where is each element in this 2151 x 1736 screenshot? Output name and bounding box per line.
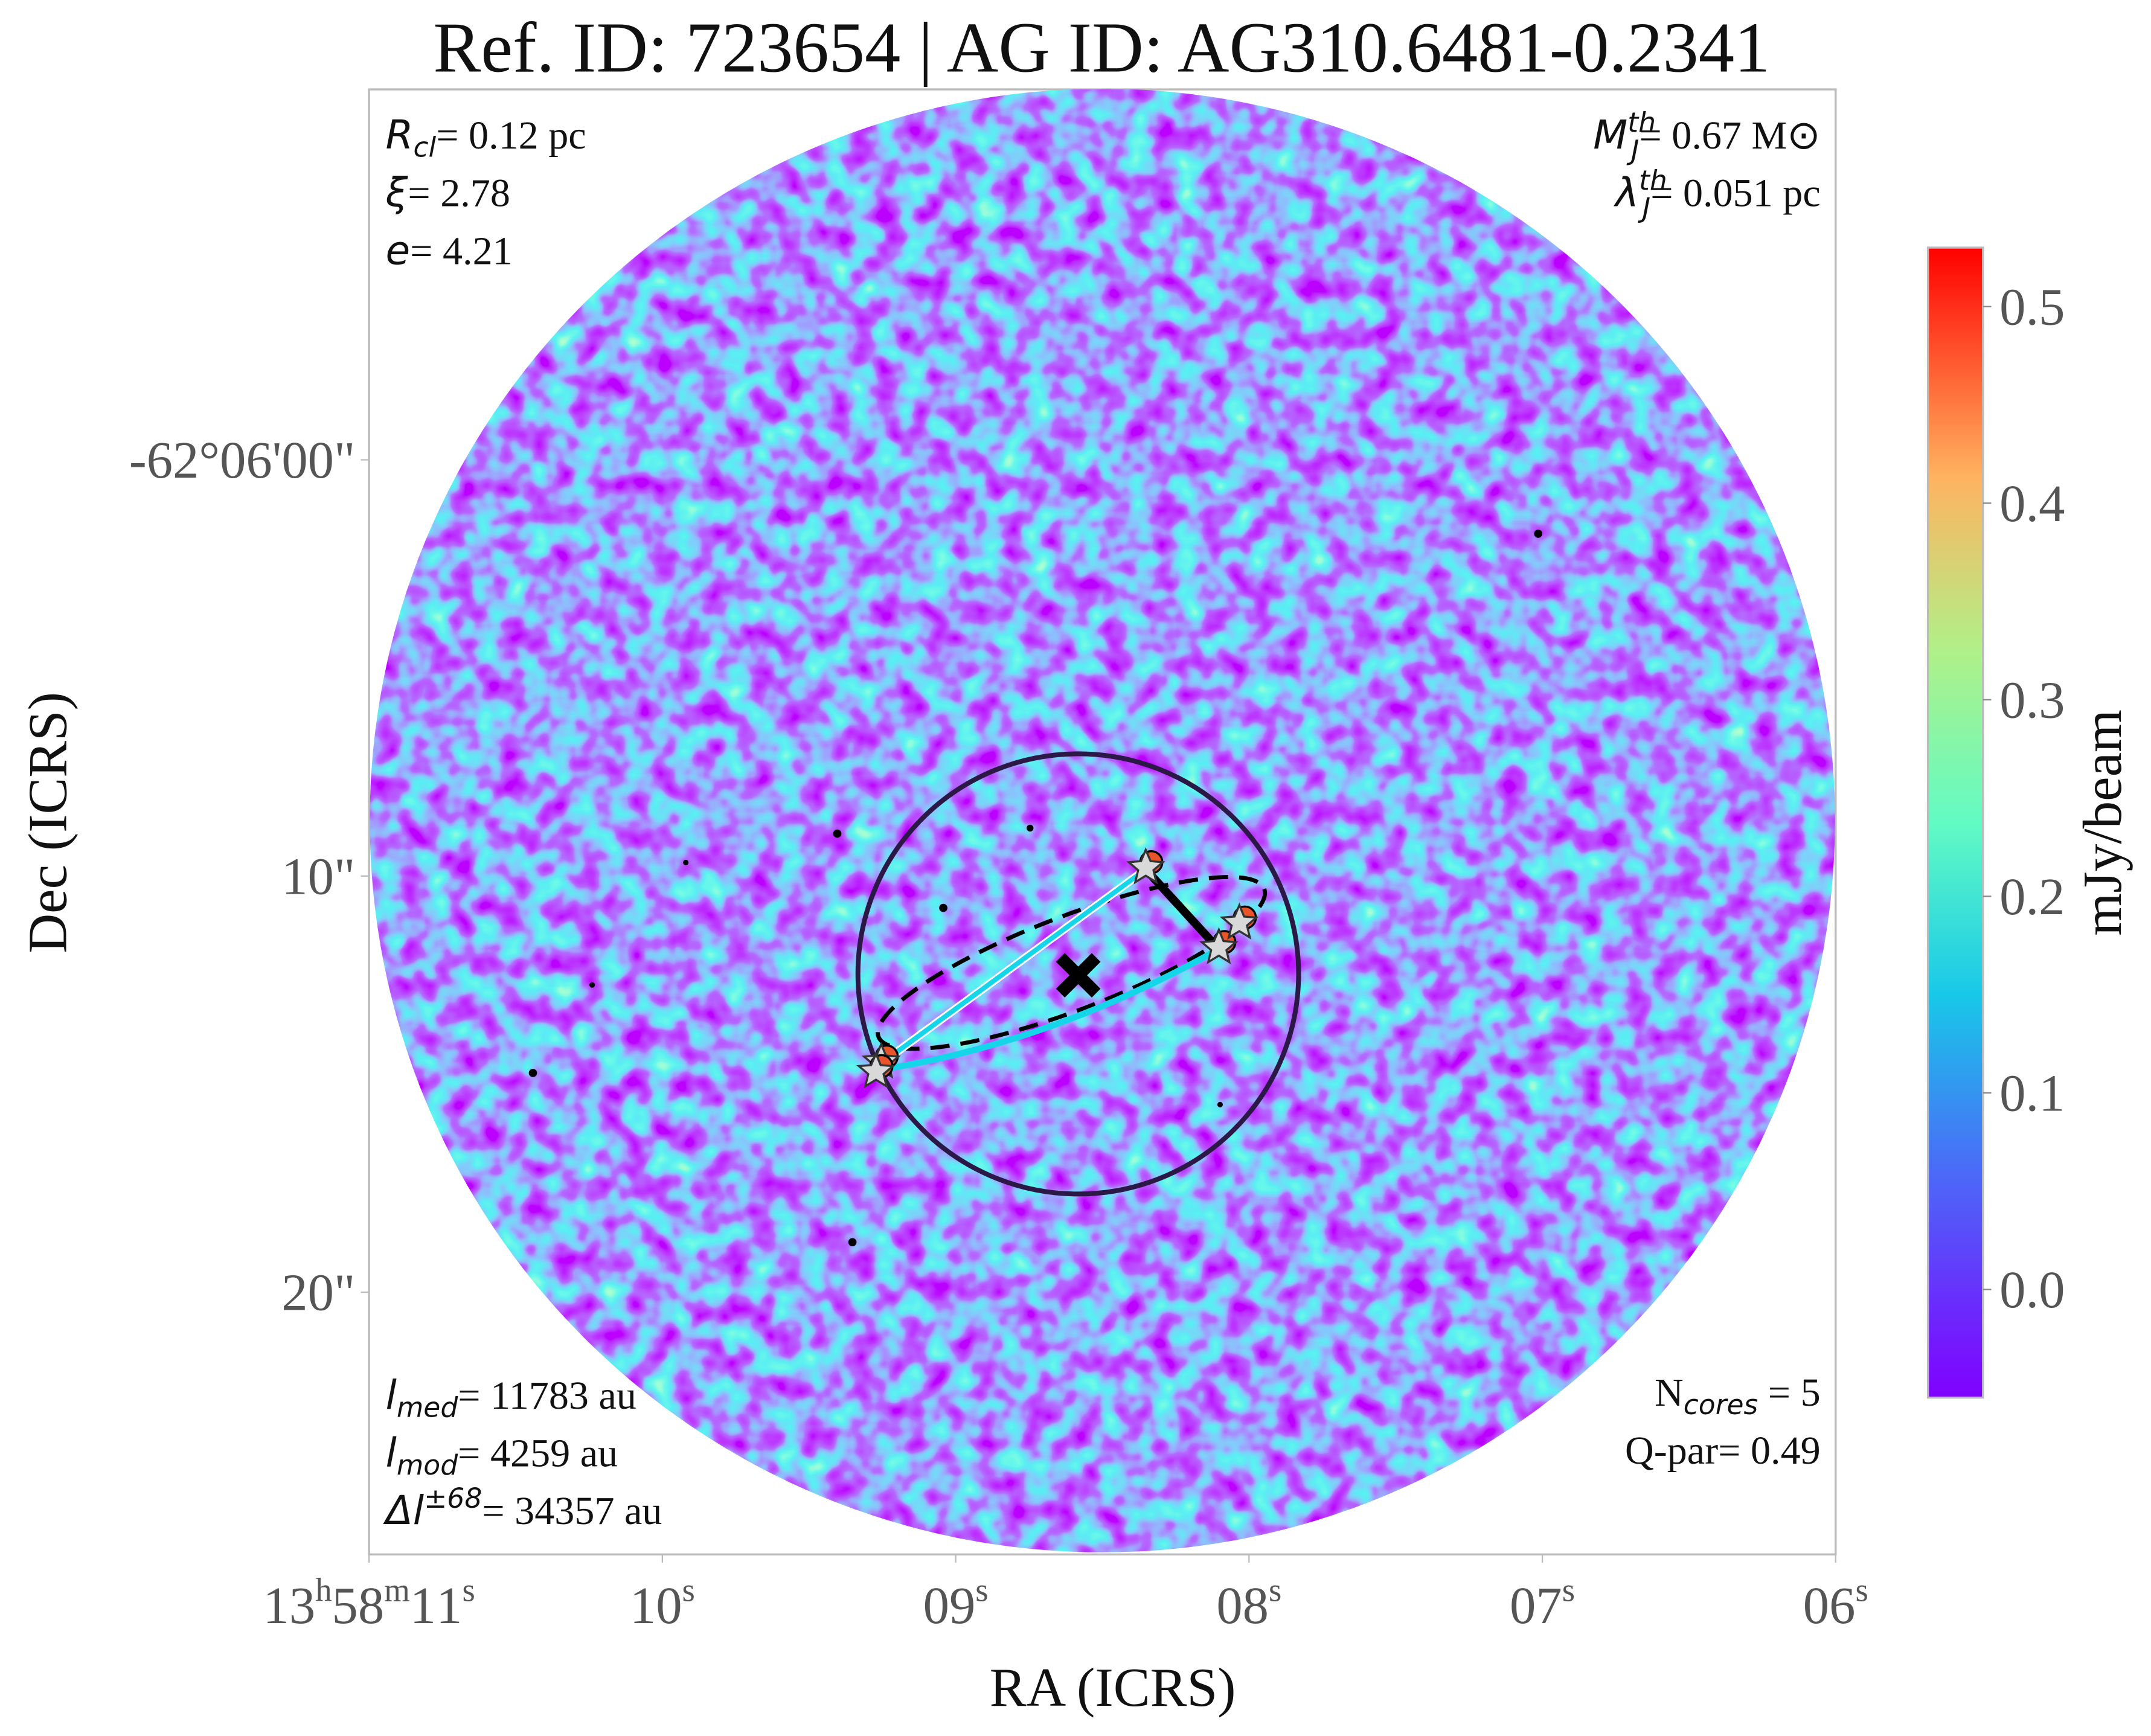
annotation-symbol: N: [1655, 1371, 1684, 1415]
annotation-text: = 5: [1758, 1371, 1820, 1415]
annotation: Mth J= 0.67 M⊙: [1593, 107, 1820, 167]
core-marker: [1219, 902, 1259, 940]
annotation: Δl±68= 34357 au: [383, 1482, 662, 1534]
link-black: [1143, 866, 1222, 952]
annotation: lmed= 11783 au: [386, 1372, 636, 1424]
annotation: e= 4.21: [386, 227, 513, 274]
y-axis-label: Dec (ICRS): [17, 692, 78, 953]
y-tick-label: 20": [281, 1264, 355, 1322]
annotation: ξ= 2.78: [385, 170, 510, 216]
annotation: Ncores = 5: [1655, 1371, 1821, 1421]
core-marker: [1199, 927, 1239, 964]
x-axis-label: RA (ICRS): [990, 1657, 1236, 1718]
core-marker: [1126, 847, 1165, 885]
annotation-symbol: Q-par: [1625, 1429, 1718, 1473]
annotation-symbol: l: [386, 1430, 397, 1476]
annotation-text: = 4.21: [410, 229, 513, 273]
x-tick-label: 08s: [1216, 1572, 1281, 1635]
annotation-sub: cores: [1684, 1389, 1758, 1421]
fit-ellipse: [876, 875, 1268, 1051]
annotation-symbol: Δl: [383, 1487, 425, 1534]
annotation-text: = 11783 au: [458, 1374, 636, 1418]
annotation: lmod= 4259 au: [386, 1430, 618, 1482]
annotation-symbol: R: [386, 112, 414, 158]
annotation-symbol: λ: [1614, 170, 1639, 216]
annotation-sup: ±68: [424, 1482, 482, 1514]
x-tick-label: 10s: [630, 1572, 695, 1635]
y-tick-label: 10": [281, 847, 355, 905]
colorbar-tick-label: 0.5: [1999, 278, 2065, 336]
annotation: λth J= 0.051 pc: [1614, 164, 1821, 224]
x-tick-label: 13h58m11s: [263, 1572, 475, 1635]
colorbar-tick-label: 0.1: [1999, 1065, 2065, 1123]
annotation-text: = 2.78: [408, 171, 510, 216]
link: [875, 946, 1220, 1074]
annotation-text: = 0.49: [1718, 1429, 1821, 1473]
annotation-sub: mod: [397, 1449, 458, 1481]
annotation-sub: cl: [413, 132, 436, 164]
colorbar-label: mJy/beam: [2072, 709, 2133, 936]
annotation-text: = 0.67 M⊙: [1639, 114, 1820, 158]
annotation-sup: th: [1639, 164, 1667, 196]
annotation-sub: med: [397, 1391, 458, 1423]
colorbar-tick-label: 0.2: [1999, 868, 2065, 926]
chart-title: Ref. ID: 723654 | AG ID: AG310.6481-0.23…: [433, 8, 1770, 88]
link: [880, 867, 1147, 1066]
colorbar-tick-label: 0.4: [1999, 475, 2065, 533]
contour-specks: [528, 530, 1543, 1246]
annotation: Q-par= 0.49: [1625, 1429, 1821, 1473]
colorbar-tick-label: 0.3: [1999, 671, 2065, 729]
annotation-text: = 0.12 pc: [436, 114, 586, 158]
annotation-text: = 0.051 pc: [1650, 171, 1821, 216]
center-marker: [1056, 953, 1101, 998]
annotation-sup: th: [1627, 107, 1656, 139]
emission-map: [370, 89, 1835, 1552]
annotation-symbol: l: [386, 1372, 397, 1418]
y-tick-label: -62°06'00": [129, 431, 355, 489]
clump-circle: [855, 751, 1301, 1197]
noise-texture: [370, 89, 1835, 1552]
x-tick-label: 09s: [923, 1572, 989, 1635]
colorbar-tick-label: 0.0: [1999, 1261, 2065, 1319]
annotation: Rcl= 0.12 pc: [386, 112, 586, 164]
core-marker: [856, 1051, 896, 1089]
x-tick-label: 07s: [1510, 1572, 1575, 1635]
colorbar: [1926, 246, 1984, 1399]
annotation-symbol: ξ: [385, 170, 409, 216]
annotation-symbol: e: [386, 227, 411, 274]
overlay: [528, 530, 1543, 1246]
annotation-text: = 34357 au: [482, 1489, 662, 1533]
annotation-text: = 4259 au: [458, 1432, 618, 1476]
annotation-symbol: M: [1593, 112, 1627, 158]
x-tick-label: 06s: [1803, 1572, 1868, 1635]
